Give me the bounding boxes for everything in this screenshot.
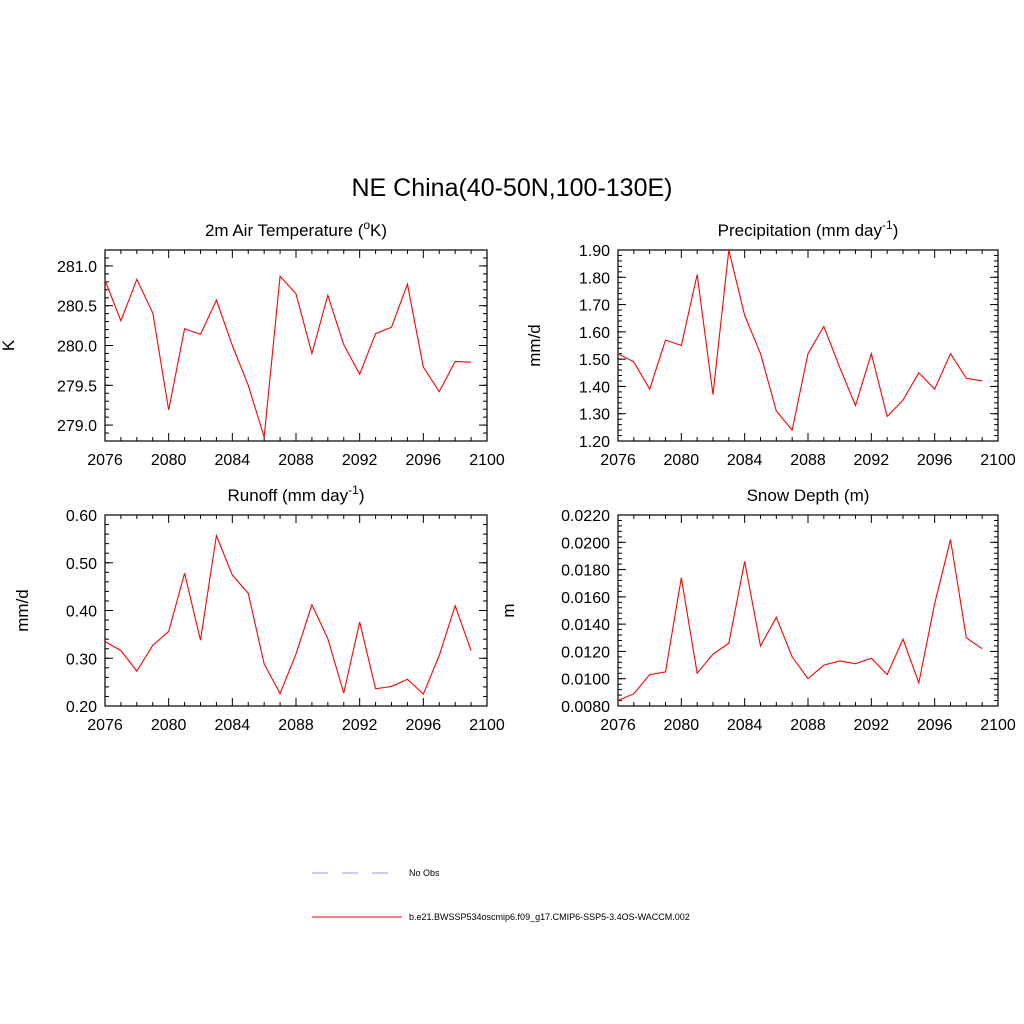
x-tick-label: 2080 xyxy=(664,717,700,734)
x-tick-label: 2080 xyxy=(664,452,700,469)
x-tick-label: 2092 xyxy=(854,717,890,734)
x-tick-label: 2084 xyxy=(215,452,251,469)
x-tick-label: 2100 xyxy=(469,452,505,469)
y-axis-label: K xyxy=(0,339,18,351)
y-tick-label: 0.0140 xyxy=(561,617,610,634)
chart-panel-2: 2076 2080 2084 2088 2092 2096 2100 1.20 1.30 1.40… xyxy=(525,218,1016,469)
y-tick-label: 1.70 xyxy=(579,298,610,315)
y-tick-label: 0.0120 xyxy=(561,644,610,661)
series-line-1 xyxy=(617,249,983,432)
y-tick-label: 281.0 xyxy=(57,259,97,276)
y-tick-label: 1.20 xyxy=(579,434,610,451)
y-tick-label: 1.30 xyxy=(579,407,610,424)
plot-frame xyxy=(617,249,999,442)
y-tick-label: 1.80 xyxy=(579,270,610,287)
x-tick-label: 2092 xyxy=(854,452,890,469)
panel-title: Snow Depth (m) xyxy=(747,486,870,505)
series-line-1 xyxy=(104,274,472,438)
y-tick-label: 1.90 xyxy=(579,243,610,260)
y-tick-label: 1.40 xyxy=(579,379,610,396)
x-tick-label: 2096 xyxy=(406,452,442,469)
chart-panels: 2076 2080 2084 2088 2092 2096 2100 279.0 279.5 28… xyxy=(0,218,1016,734)
x-tick-label: 2088 xyxy=(278,452,314,469)
y-axis-label: m xyxy=(499,603,518,617)
x-tick-label: 2096 xyxy=(917,452,953,469)
y-tick-label: 280.5 xyxy=(57,299,97,316)
y-tick-label: 0.30 xyxy=(66,651,97,668)
y-tick-label: 0.40 xyxy=(66,604,97,621)
main-title: NE China(40-50N,100-130E) xyxy=(351,174,672,202)
plot-frame xyxy=(617,514,999,707)
y-tick-label: 1.60 xyxy=(579,325,610,342)
legend: No Obs b.e21.BWSSP534oscmip6.f09_g17.CMIP… xyxy=(312,868,690,922)
x-tick-label: 2080 xyxy=(151,452,187,469)
panel-title: 2m Air Temperature (oK) xyxy=(205,218,387,240)
legend-label-1: No Obs xyxy=(409,868,440,878)
x-tick-label: 2100 xyxy=(980,452,1016,469)
y-tick-label: 280.0 xyxy=(57,339,97,356)
x-tick-label: 2076 xyxy=(600,717,636,734)
x-tick-label: 2084 xyxy=(727,452,763,469)
y-tick-label: 0.0100 xyxy=(561,672,610,689)
x-tick-label: 2076 xyxy=(87,717,123,734)
plot-frame xyxy=(104,249,488,442)
y-tick-label: 0.20 xyxy=(66,699,97,716)
x-tick-label: 2092 xyxy=(342,717,378,734)
x-tick-label: 2076 xyxy=(600,452,636,469)
y-tick-label: 1.50 xyxy=(579,352,610,369)
x-tick-label: 2096 xyxy=(917,717,953,734)
x-tick-label: 2092 xyxy=(342,452,378,469)
legend-label-2: b.e21.BWSSP534oscmip6.f09_g17.CMIP6-SSP5… xyxy=(409,912,690,922)
chart-panel-1: 2076 2080 2084 2088 2092 2096 2100 279.0 279.5 28… xyxy=(0,218,505,469)
y-tick-label: 279.0 xyxy=(57,418,97,435)
x-tick-label: 2088 xyxy=(790,452,826,469)
y-tick-label: 0.60 xyxy=(66,508,97,525)
series-line-1 xyxy=(617,539,983,702)
x-tick-label: 2088 xyxy=(278,717,314,734)
x-tick-label: 2076 xyxy=(87,452,123,469)
series-line-1 xyxy=(104,533,472,696)
y-axis-label: mm/d xyxy=(525,324,544,367)
chart-panel-4: 2076 2080 2084 2088 2092 2096 2100 0.0080 0.0100… xyxy=(499,486,1016,734)
x-tick-label: 2080 xyxy=(151,717,187,734)
x-tick-label: 2100 xyxy=(980,717,1016,734)
y-tick-label: 0.0220 xyxy=(561,508,610,525)
y-tick-label: 0.0200 xyxy=(561,535,610,552)
y-tick-label: 0.0080 xyxy=(561,699,610,716)
panel-title: Precipitation (mm day-1) xyxy=(718,218,899,240)
y-axis-label: mm/d xyxy=(13,589,32,632)
x-tick-label: 2084 xyxy=(215,717,251,734)
x-tick-label: 2100 xyxy=(469,717,505,734)
y-tick-label: 0.50 xyxy=(66,556,97,573)
y-tick-label: 0.0180 xyxy=(561,563,610,580)
chart-panel-3: 2076 2080 2084 2088 2092 2096 2100 0.20 0.30 0.40… xyxy=(13,483,505,734)
x-tick-label: 2088 xyxy=(790,717,826,734)
y-tick-label: 0.0160 xyxy=(561,590,610,607)
panel-title: Runoff (mm day-1) xyxy=(228,483,365,505)
x-tick-label: 2096 xyxy=(406,717,442,734)
y-tick-label: 279.5 xyxy=(57,378,97,395)
x-tick-label: 2084 xyxy=(727,717,763,734)
